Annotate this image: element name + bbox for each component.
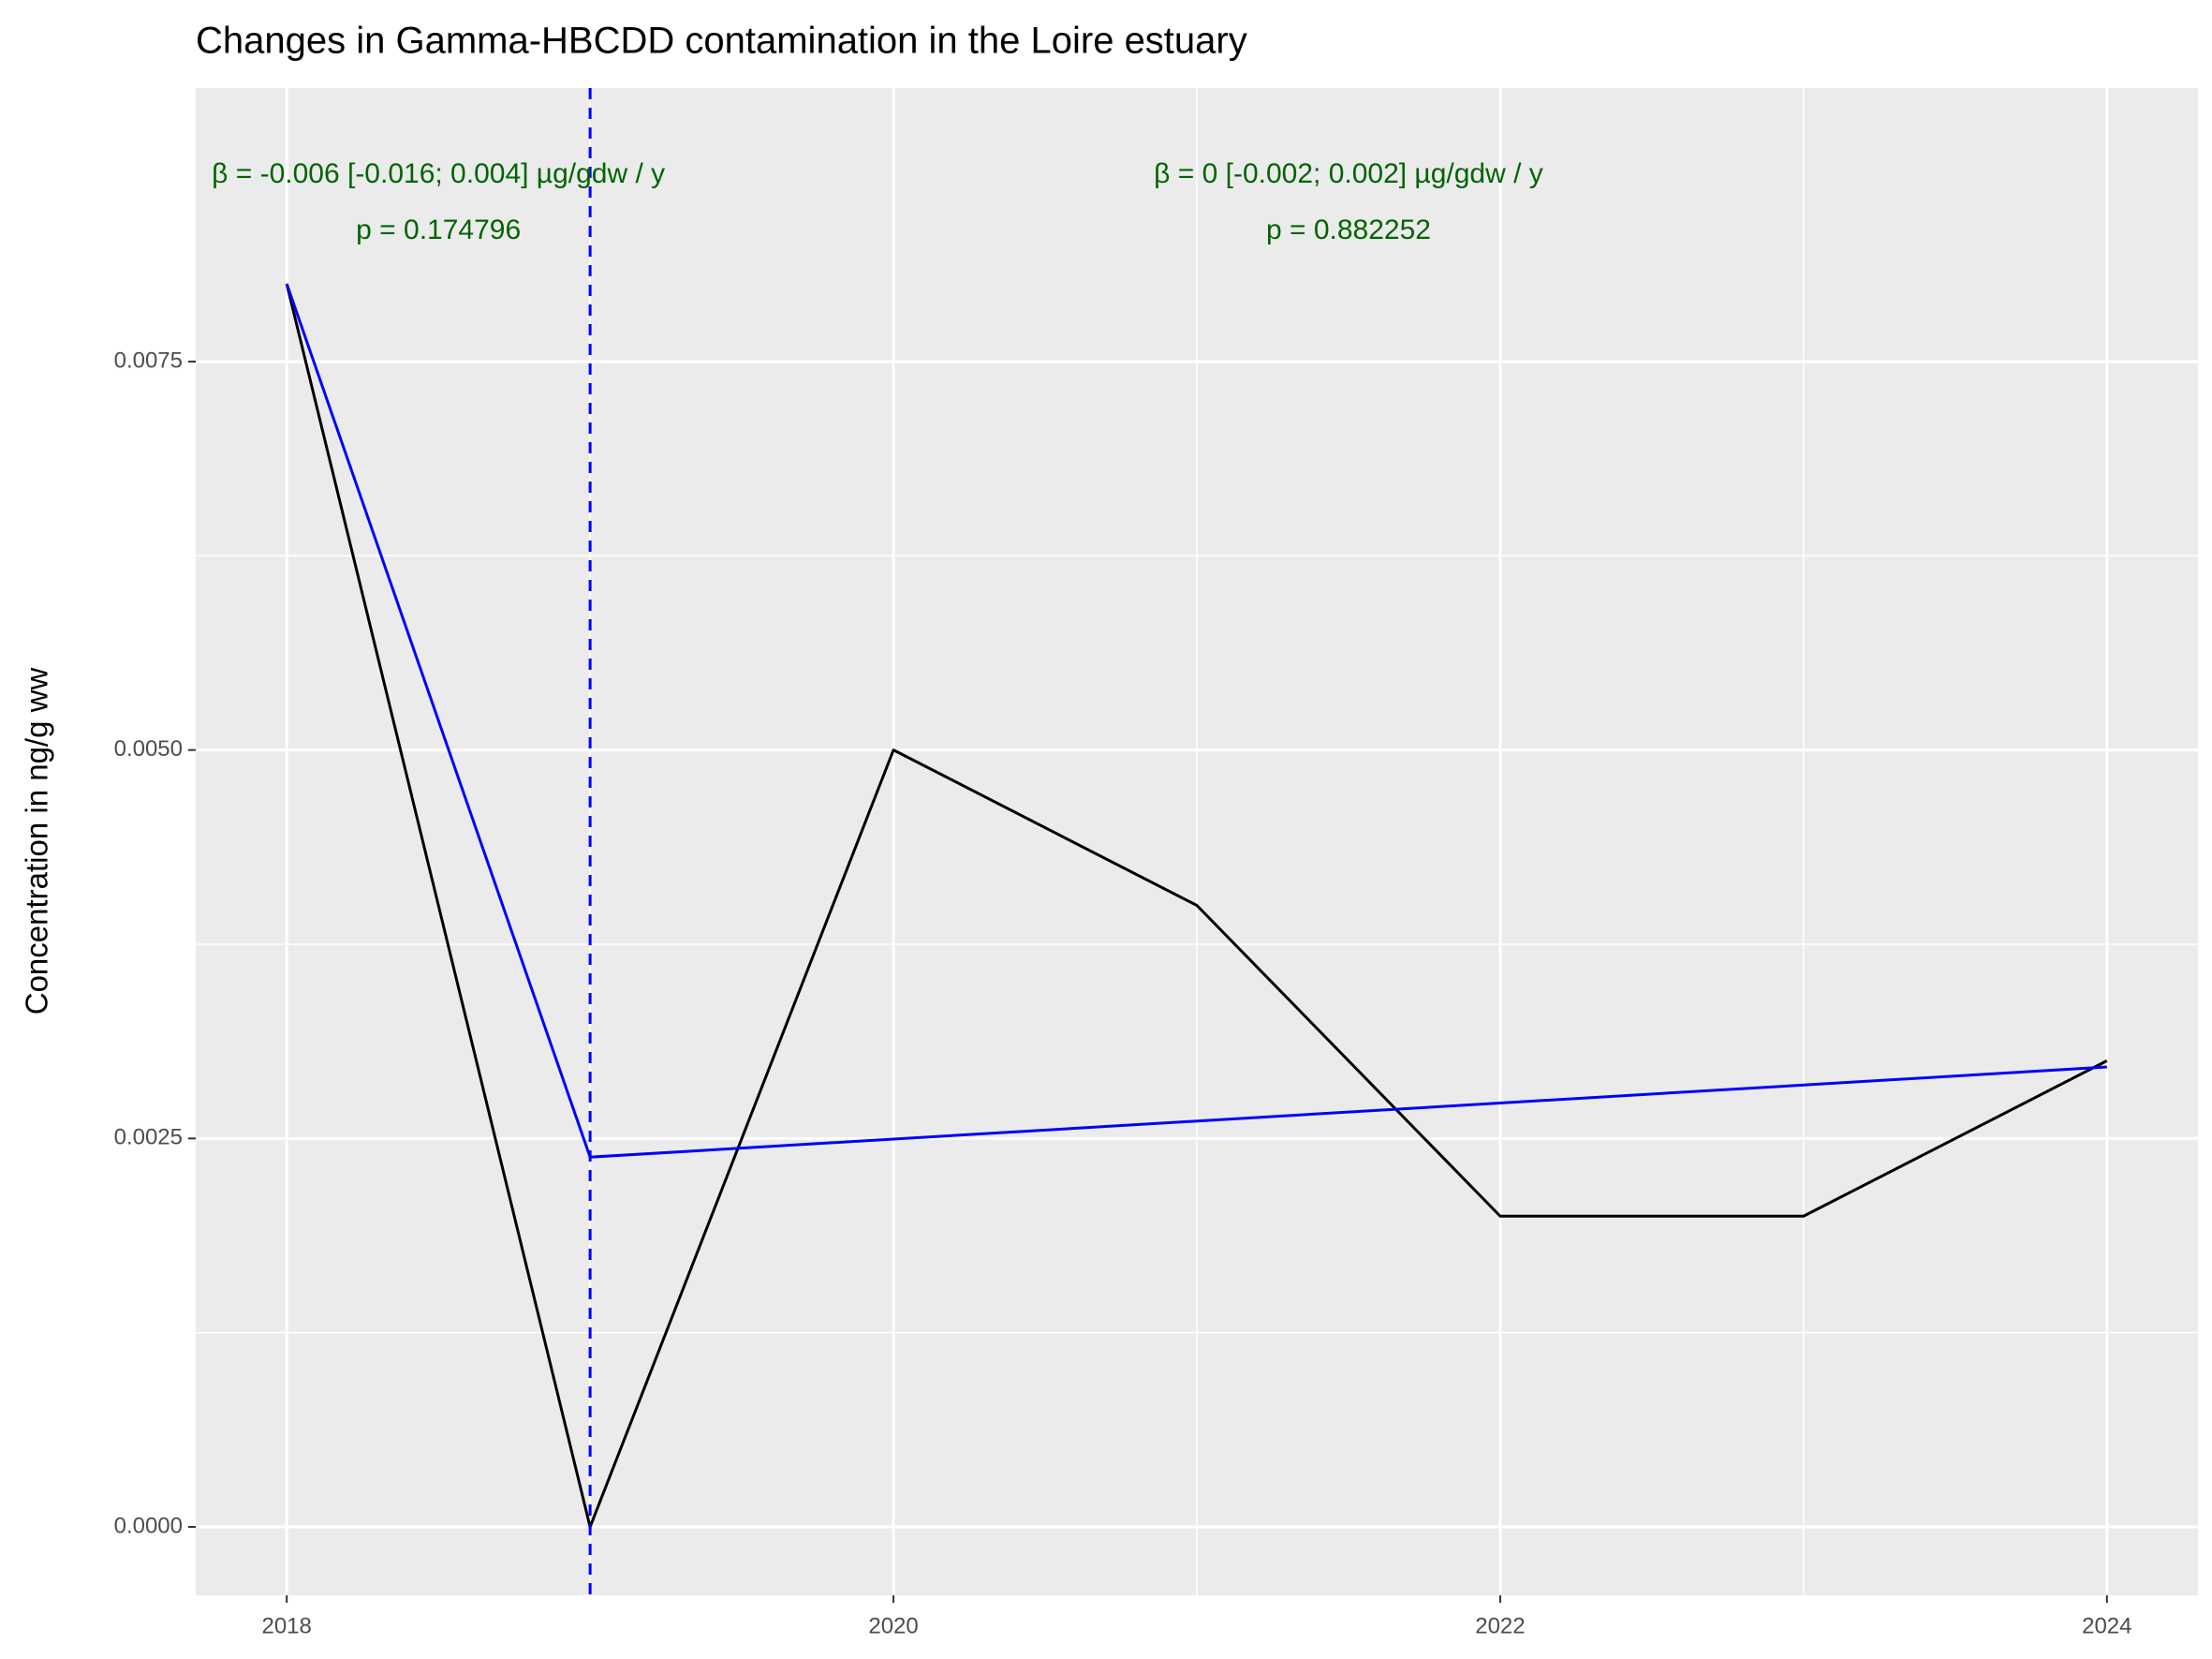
y-tick-label: 0.0050 (114, 736, 183, 762)
annotation: p = 0.882252 (1266, 215, 1431, 245)
y-tick-label: 0.0000 (114, 1513, 183, 1538)
x-tick-label: 2022 (1475, 1613, 1525, 1638)
axes: 0.0000 0.0025 0.0050 0.0075 2018 2020 2022 2024 (114, 348, 2132, 1638)
y-axis-title: Concentration in ng/g ww (20, 668, 54, 1015)
annotation: β = 0 [-0.002; 0.002] µg/gdw / y (1154, 158, 1543, 189)
annotation: β = -0.006 [-0.016; 0.004] µg/gdw / y (212, 158, 665, 189)
y-tick-label: 0.0025 (114, 1125, 183, 1150)
y-tick-label: 0.0075 (114, 348, 183, 373)
x-tick-label: 2020 (868, 1613, 918, 1638)
grid (196, 88, 2198, 1595)
annotation: p = 0.174796 (356, 215, 521, 245)
x-tick-label: 2024 (2082, 1613, 2131, 1638)
chart-title: Changes in Gamma-HBCDD contamination in … (196, 21, 1247, 62)
plot-area: β = -0.006 [-0.016; 0.004] µg/gdw / y p =… (212, 88, 2108, 1595)
x-tick-label: 2018 (261, 1613, 311, 1638)
